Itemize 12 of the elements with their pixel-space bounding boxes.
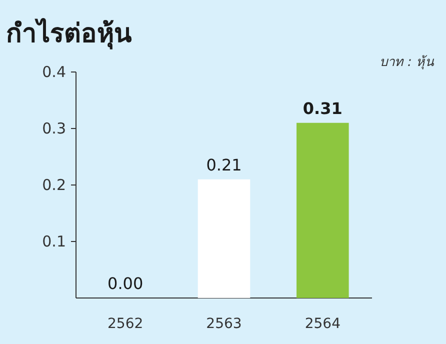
data-label: 0.00 <box>108 274 144 293</box>
chart-title: กำไรต่อหุ้น <box>6 17 132 50</box>
x-tick-label: 2563 <box>206 316 242 332</box>
y-tick-label: 0.3 <box>42 120 66 138</box>
data-label: 0.21 <box>206 155 242 174</box>
y-tick-label: 0.4 <box>42 63 66 81</box>
y-tick-label: 0.2 <box>42 176 66 194</box>
y-axis-title: บาท : หุ้น <box>379 55 435 70</box>
x-tick-label: 2564 <box>304 316 341 332</box>
y-tick-label: 0.1 <box>42 232 66 250</box>
x-tick-label: 2562 <box>108 316 144 332</box>
data-label: 0.31 <box>302 98 342 118</box>
